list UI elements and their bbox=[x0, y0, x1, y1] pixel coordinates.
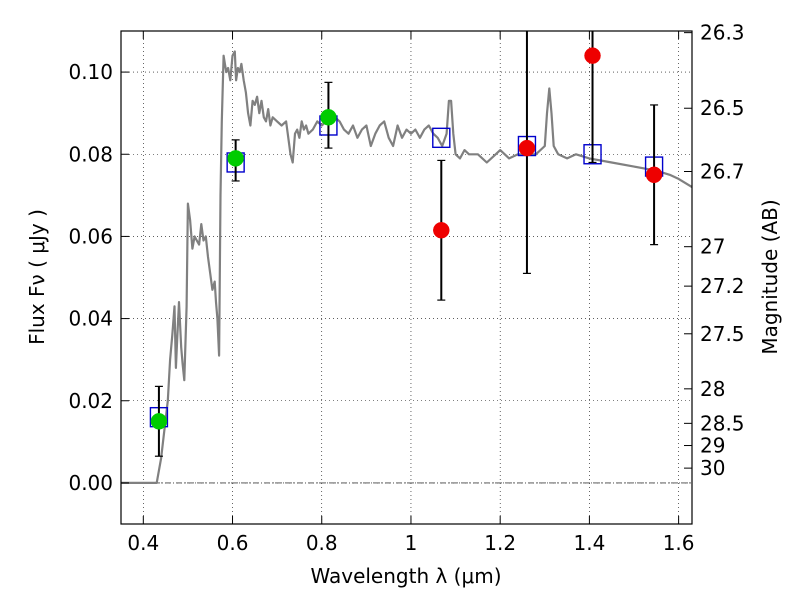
y2-tick-label: 30 bbox=[700, 456, 725, 480]
y2-tick-label: 27.5 bbox=[700, 322, 745, 346]
y2-tick-label: 27.2 bbox=[700, 274, 745, 298]
y-tick-label: 0.02 bbox=[68, 389, 113, 413]
y-tick-label: 0.06 bbox=[68, 224, 113, 248]
x-tick-label: 1.4 bbox=[573, 531, 605, 555]
y-tick-label: 0.08 bbox=[68, 142, 113, 166]
y2-tick-label: 29 bbox=[700, 434, 725, 458]
optical-photometry-point bbox=[227, 150, 244, 167]
nir-photometry-point bbox=[584, 47, 601, 64]
nir-photometry-point bbox=[433, 222, 450, 239]
y2-tick-label: 26.3 bbox=[700, 21, 745, 45]
y2-tick-label: 27 bbox=[700, 235, 725, 259]
spectrum-line bbox=[121, 50, 692, 484]
axis-layer: 0.4 0.6 0.8 1 1.2 1.4 1.6 0.00 0.02 0.04 0.06 0.08 0… bbox=[68, 21, 744, 555]
x-tick-label: 1 bbox=[405, 531, 418, 555]
y2-tick-label: 28.5 bbox=[700, 411, 745, 435]
x-axis-label: Wavelength λ (μm) bbox=[310, 564, 501, 588]
plot-frame bbox=[120, 30, 693, 525]
x-tick-label: 0.8 bbox=[306, 531, 338, 555]
x-tick-label: 1.6 bbox=[663, 531, 695, 555]
y-tick-label: 0.10 bbox=[68, 60, 113, 84]
y2-tick-label: 26.7 bbox=[700, 160, 745, 184]
x-tick-label: 0.4 bbox=[127, 531, 159, 555]
y2-tick-label: 26.5 bbox=[700, 96, 745, 120]
grid-layer bbox=[121, 31, 692, 524]
data-layer bbox=[121, 50, 692, 484]
y-tick-label: 0.00 bbox=[68, 471, 113, 495]
y2-tick-label: 28 bbox=[700, 377, 725, 401]
y-tick-label: 0.04 bbox=[68, 307, 113, 331]
y-axis-label: Flux Fν ( μJy ) bbox=[25, 209, 49, 345]
x-tick-label: 0.6 bbox=[217, 531, 249, 555]
nir-photometry-point bbox=[518, 139, 536, 157]
nir-photometry-point bbox=[645, 166, 663, 184]
optical-photometry-point bbox=[320, 109, 337, 126]
x-tick-label: 1.2 bbox=[484, 531, 516, 555]
model-band-square bbox=[432, 127, 451, 149]
errorbar-overflow-layer bbox=[150, 31, 663, 457]
y2-axis-label: Magnitude (AB) bbox=[758, 199, 782, 354]
optical-photometry-point bbox=[150, 413, 168, 430]
